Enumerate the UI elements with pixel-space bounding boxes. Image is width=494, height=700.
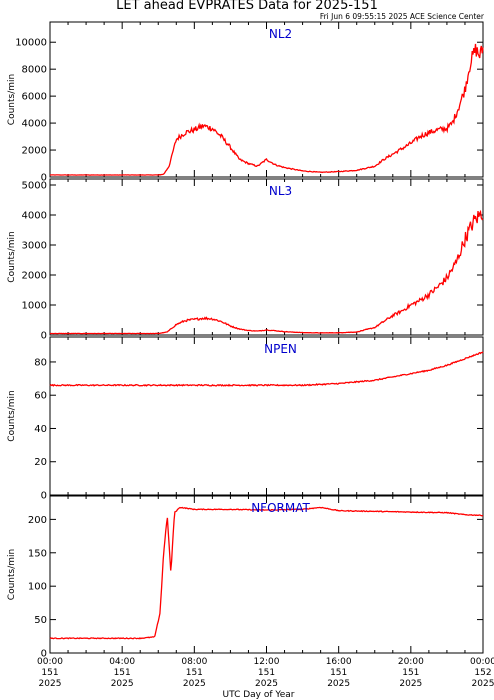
x-tick-label-year: 2025 (472, 679, 494, 689)
y-tick-label: 10000 (15, 38, 47, 49)
y-tick-label: 2000 (22, 146, 47, 157)
x-tick-label-time: 04:00 (109, 657, 135, 667)
y-tick-label: 40 (34, 424, 47, 435)
y-tick-label: 60 (34, 391, 47, 402)
y-tick-label: 6000 (22, 92, 47, 103)
y-axis-label: Counts/min (7, 231, 17, 282)
y-tick-label: 150 (28, 548, 47, 559)
x-tick-label-doy: 151 (402, 668, 419, 678)
x-tick-label-time: 20:00 (398, 657, 424, 667)
x-tick-label-time: 00:00 (470, 657, 494, 667)
y-tick-label: 80 (34, 357, 47, 368)
panel-label-nformat: NFORMAT (251, 501, 310, 515)
x-tick-label-doy: 151 (186, 668, 203, 678)
timestamp-label: Fri Jun 6 09:55:15 2025 ACE Science Cent… (319, 12, 484, 21)
series-line-nl3 (49, 209, 484, 335)
y-tick-label: 50 (34, 615, 47, 626)
x-tick-label-year: 2025 (327, 679, 350, 689)
x-tick-label-year: 2025 (111, 679, 134, 689)
x-tick-label-year: 2025 (183, 679, 206, 689)
panel-label-nl3: NL3 (269, 184, 292, 198)
series-line-npen (49, 351, 484, 387)
panel-label-npen: NPEN (264, 342, 297, 356)
x-tick-label-year: 2025 (39, 679, 62, 689)
x-tick-label-time: 12:00 (254, 657, 280, 667)
y-tick-label: 4000 (22, 119, 47, 130)
y-tick-label: 20 (34, 457, 47, 468)
x-tick-label-doy: 151 (330, 668, 347, 678)
x-tick-label-time: 00:00 (37, 657, 63, 667)
y-axis-label: Counts/min (7, 549, 17, 600)
series-line-nformat (49, 506, 484, 640)
y-tick-label: 0 (41, 173, 47, 184)
x-tick-label-year: 2025 (255, 679, 278, 689)
x-tick-label-doy: 151 (114, 668, 131, 678)
x-tick-label-doy: 152 (474, 668, 491, 678)
x-tick-label-doy: 151 (41, 668, 58, 678)
x-tick-label-time: 08:00 (181, 657, 207, 667)
y-tick-label: 0 (41, 331, 47, 342)
panel-label-nl2: NL2 (269, 27, 292, 41)
y-axis-label: Counts/min (7, 390, 17, 441)
y-tick-label: 8000 (22, 65, 47, 76)
y-tick-label: 3000 (22, 241, 47, 252)
y-tick-label: 100 (28, 582, 47, 593)
x-tick-label-time: 16:00 (326, 657, 352, 667)
x-axis-label: UTC Day of Year (223, 690, 295, 700)
x-tick-label-year: 2025 (399, 679, 422, 689)
y-tick-label: 5000 (22, 181, 47, 192)
y-tick-label: 4000 (22, 211, 47, 222)
chart-title: LET ahead EVPRATES Data for 2025-151 (116, 0, 378, 13)
y-tick-label: 2000 (22, 271, 47, 282)
series-line-nl2 (49, 43, 484, 176)
plot-frame-4 (49, 495, 484, 654)
y-axis-label: Counts/min (7, 74, 17, 125)
plot-frame-1 (49, 21, 484, 178)
plot-frame-3 (49, 336, 484, 496)
y-tick-label: 0 (41, 491, 47, 502)
y-tick-label: 1000 (22, 301, 47, 312)
y-tick-label: 200 (28, 515, 47, 526)
x-tick-label-doy: 151 (258, 668, 275, 678)
y-tick-label: 0 (41, 649, 47, 660)
plot-frame-2 (49, 178, 484, 336)
